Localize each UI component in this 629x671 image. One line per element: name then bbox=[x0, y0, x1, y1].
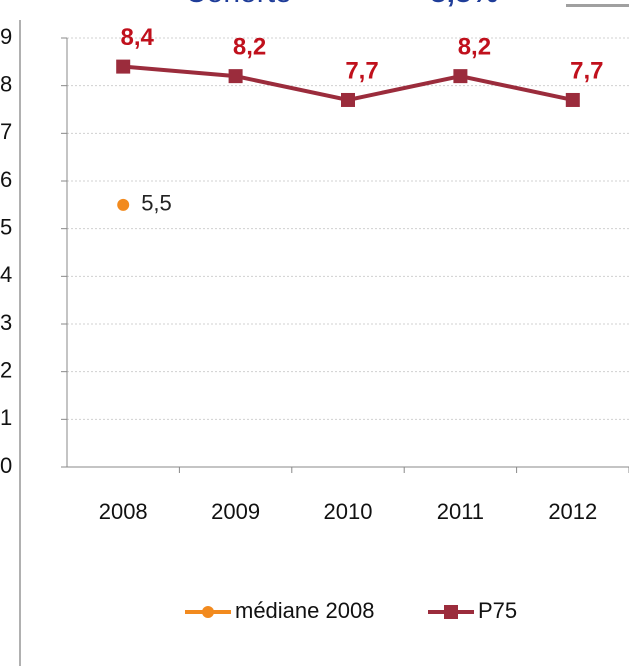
y-tick-label: 0 bbox=[0, 453, 12, 478]
y-tick-label: 8 bbox=[0, 71, 12, 96]
x-tick-label: 2012 bbox=[548, 499, 597, 524]
x-tick-label: 2009 bbox=[211, 499, 260, 524]
data-label: 5,5 bbox=[141, 191, 172, 216]
point bbox=[453, 69, 468, 84]
data-label: 7,7 bbox=[345, 57, 378, 84]
y-tick-label: 6 bbox=[0, 167, 12, 192]
legend-label: P75 bbox=[478, 598, 517, 623]
point bbox=[565, 92, 580, 107]
frame-edge bbox=[566, 4, 629, 7]
y-tick-label: 5 bbox=[0, 214, 12, 239]
point bbox=[116, 59, 131, 74]
x-tick-label: 2010 bbox=[324, 499, 373, 524]
point bbox=[228, 69, 243, 84]
legend-marker bbox=[444, 605, 458, 619]
point bbox=[341, 92, 355, 107]
legend-label: médiane 2008 bbox=[235, 598, 374, 623]
y-tick-label: 2 bbox=[0, 357, 12, 382]
x-tick-label: 2008 bbox=[99, 499, 148, 524]
y-tick-label: 9 bbox=[0, 24, 12, 49]
point bbox=[117, 198, 130, 211]
y-tick-label: 3 bbox=[0, 310, 12, 335]
y-tick-label: 1 bbox=[0, 405, 12, 430]
legend-marker bbox=[202, 606, 214, 618]
header-title: Cohorte bbox=[185, 0, 292, 9]
x-tick-label: 2011 bbox=[437, 499, 484, 524]
data-label: 7,7 bbox=[570, 57, 603, 84]
data-label: 8,2 bbox=[233, 33, 266, 60]
data-label: 8,2 bbox=[458, 33, 491, 60]
y-tick-label: 7 bbox=[0, 119, 12, 144]
data-label: 8,4 bbox=[121, 24, 155, 51]
y-tick-label: 4 bbox=[0, 262, 12, 287]
header-rate: 5,5% bbox=[430, 0, 498, 9]
